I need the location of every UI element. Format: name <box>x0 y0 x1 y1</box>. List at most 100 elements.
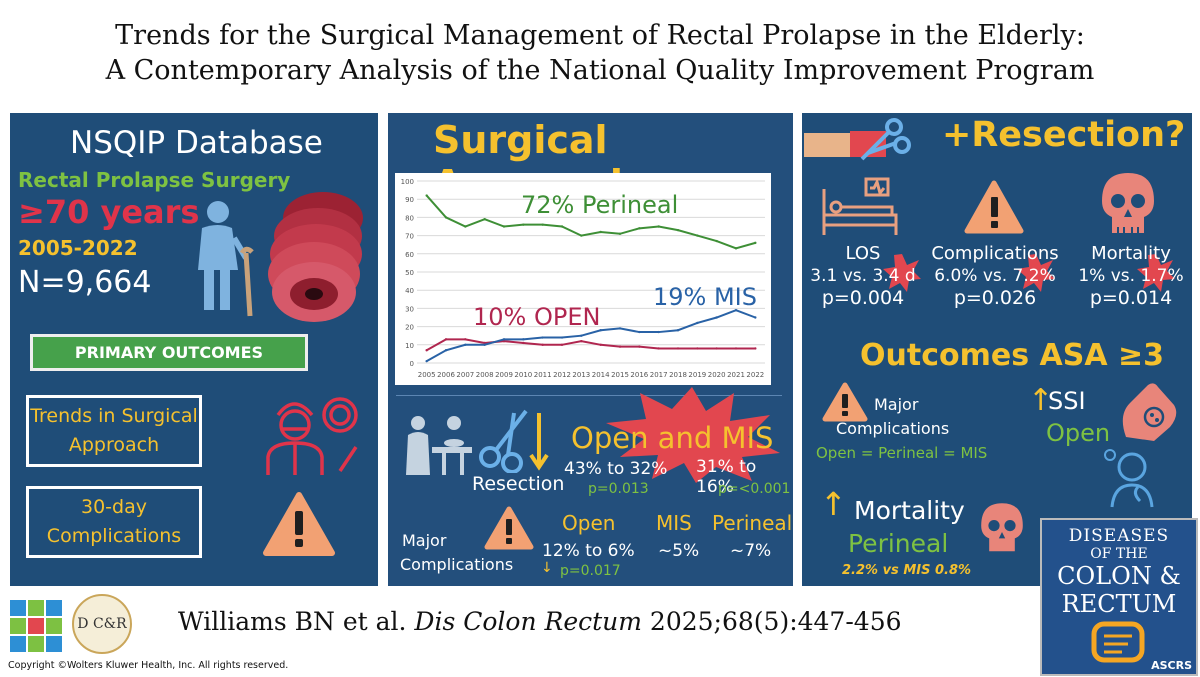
elderly-person-icon <box>198 201 254 317</box>
data-point <box>696 234 699 237</box>
journal-line2: OF THE <box>1090 546 1148 562</box>
asa-warning-icon <box>822 382 868 422</box>
data-point <box>522 341 525 345</box>
journal-cover: DISEASES OF THE COLON & RECTUM ASCRS <box>1040 518 1198 676</box>
skull-icon-2 <box>981 503 1023 552</box>
col-perineal: Perineal <box>712 511 793 535</box>
starburst-icon <box>606 387 780 483</box>
data-point <box>715 347 718 350</box>
right-panel: +Resection? LOS 3.1 vs. 3.4 d p= <box>802 113 1192 586</box>
open-change-pvalue: p=0.013 <box>588 481 649 497</box>
series-line-2 <box>426 309 756 363</box>
data-point <box>444 216 448 219</box>
ssi-label: SSI <box>1048 387 1086 415</box>
y-tick-label: 70 <box>405 233 414 241</box>
x-tick-label: 2018 <box>669 371 687 379</box>
copyright-notice: Copyright ©Wolters Kluwer Health, Inc. A… <box>8 660 289 671</box>
data-point <box>425 359 428 363</box>
complications-pvalue: p=0.026 <box>953 287 1037 309</box>
resection-heading: +Resection? <box>942 115 1186 155</box>
data-point <box>657 347 660 350</box>
los-label: LOS <box>845 243 881 264</box>
data-point <box>638 345 641 348</box>
data-point <box>618 345 622 348</box>
data-point <box>522 223 525 226</box>
y-tick-label: 0 <box>410 360 414 368</box>
scissors-icon <box>479 409 528 473</box>
data-point <box>676 347 680 350</box>
x-tick-label: 2008 <box>476 371 494 379</box>
label-mis: 19% MIS <box>653 283 757 311</box>
sample-size: N=9,664 <box>18 265 152 300</box>
data-point <box>464 343 467 346</box>
infection-icon <box>1122 383 1177 441</box>
perineal-value: ~7% <box>730 541 772 561</box>
decrease-arrow-icon <box>529 413 549 471</box>
outcome1-line2: Approach <box>68 434 160 456</box>
x-tick-label: 2015 <box>611 371 629 379</box>
data-point <box>754 347 757 350</box>
primary-outcomes-banner: PRIMARY OUTCOMES <box>30 334 308 371</box>
data-point <box>599 343 602 346</box>
citation-journal: Dis Colon Rectum <box>414 607 642 636</box>
data-point <box>599 329 602 332</box>
data-point <box>425 194 428 197</box>
data-point <box>676 228 680 232</box>
complications-value: 6.0% vs. 7.2% <box>934 266 1056 286</box>
data-point <box>599 230 602 234</box>
outcomes-asa-heading: Outcomes ASA ≥3 <box>860 338 1164 373</box>
asa-equal: Open = Perineal = MIS <box>816 444 988 462</box>
title-line-2: A Contemporary Analysis of the National … <box>105 55 1095 86</box>
data-point <box>425 349 428 352</box>
starburst-small-2 <box>1017 254 1055 292</box>
data-point <box>541 336 544 339</box>
data-point <box>754 241 757 245</box>
asa-major-1: Major <box>874 395 919 414</box>
citation: Williams BN et al. Dis Colon Rectum 2025… <box>178 607 902 636</box>
y-tick-label: 90 <box>405 196 414 204</box>
data-point <box>638 330 641 334</box>
x-tick-label: 2016 <box>630 371 648 379</box>
x-tick-label: 2020 <box>708 371 726 379</box>
y-tick-label: 20 <box>405 324 414 332</box>
data-point <box>638 227 641 230</box>
data-point <box>696 347 699 350</box>
warning-icon <box>263 492 335 556</box>
down-arrow-small: ↓ <box>541 560 553 576</box>
data-point <box>483 341 486 345</box>
wolters-kluwer-logo <box>10 600 62 652</box>
resection-label: Resection <box>472 473 565 495</box>
series-line-1 <box>426 338 756 352</box>
dcr-logo: D C&R <box>72 594 132 654</box>
open-value-pvalue: p=0.017 <box>560 563 621 579</box>
data-point <box>541 223 544 226</box>
journal-line4: RECTUM <box>1061 590 1177 618</box>
journal-badge: ASCRS <box>1151 659 1192 672</box>
major-label-1: Major <box>402 531 447 550</box>
outcome2-line1: 30-day <box>81 496 147 518</box>
y-tick-label: 30 <box>405 305 414 313</box>
data-point <box>715 316 718 319</box>
y-tick-label: 10 <box>405 342 414 350</box>
x-tick-label: 2019 <box>688 371 706 379</box>
series-line-0 <box>425 194 756 250</box>
x-tick-label: 2021 <box>727 371 745 379</box>
left-panel: NSQIP Database Rectal Prolapse Surgery ≥… <box>10 113 378 586</box>
outcome-complications-box: 30-day Complications <box>26 486 202 558</box>
col-mis: MIS <box>656 511 692 535</box>
age-label: ≥70 years <box>18 193 200 231</box>
journal-logo-icon <box>1091 621 1145 663</box>
data-point <box>657 225 660 228</box>
outcome-trends-box: Trends in Surgical Approach <box>26 395 202 467</box>
y-tick-label: 100 <box>401 178 414 186</box>
data-point <box>560 343 564 346</box>
asa-mortality-label: Mortality <box>854 496 965 525</box>
x-tick-label: 2009 <box>495 371 513 379</box>
major-label-2: Complications <box>400 555 514 574</box>
y-tick-label: 50 <box>405 269 414 277</box>
outcome2-line2: Complications <box>46 525 182 547</box>
data-point <box>734 347 738 350</box>
data-point <box>464 338 467 341</box>
data-point <box>696 321 699 325</box>
operating-room-icon <box>406 416 472 475</box>
